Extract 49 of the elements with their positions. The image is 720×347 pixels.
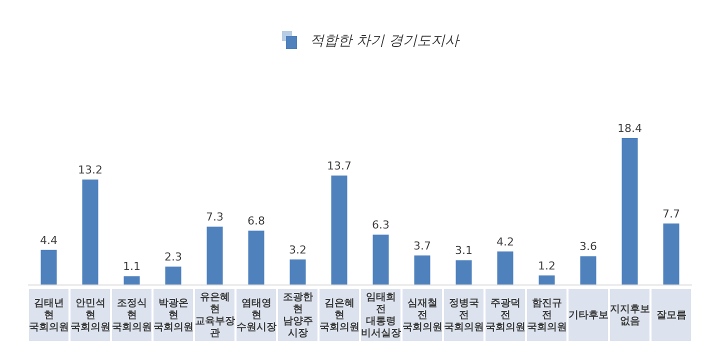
bar xyxy=(82,180,98,285)
bar xyxy=(456,260,472,285)
x-tick-label: 지지후보없음 xyxy=(610,304,650,327)
data-label: 3.2 xyxy=(289,243,306,256)
x-tick-label: 임태희 전 대통령 비서실장 xyxy=(360,292,401,339)
legend-label: 적합한 차기 경기도지사 xyxy=(310,33,460,49)
bar xyxy=(165,266,182,285)
data-label: 6.3 xyxy=(372,218,390,232)
x-tick-label: 김은혜 현 국회의원 xyxy=(319,298,360,333)
x-tick-label: 조정식 현 국회의원 xyxy=(112,298,152,333)
x-tick-label: 잘모름 xyxy=(656,310,686,321)
bar xyxy=(580,256,596,285)
data-label: 1.2 xyxy=(538,259,556,272)
data-label: 13.7 xyxy=(327,160,352,173)
bar xyxy=(248,230,264,285)
x-tick-label: 김태년 현 국회의원 xyxy=(28,298,69,333)
data-label: 13.2 xyxy=(78,164,102,177)
bar xyxy=(372,234,389,285)
data-label: 1.1 xyxy=(123,260,140,274)
data-label: 3.1 xyxy=(455,244,472,258)
bar xyxy=(497,251,514,285)
data-label: 7.3 xyxy=(206,210,224,224)
data-label: 18.4 xyxy=(618,122,642,135)
bar xyxy=(290,259,306,285)
bar xyxy=(206,226,223,285)
data-label: 7.7 xyxy=(662,207,680,220)
x-tick-label: 유은혜 현 교육부장관 xyxy=(194,292,235,339)
x-tick-label: 정병국 전 국회의원 xyxy=(444,298,484,333)
bar xyxy=(538,275,555,285)
x-tick-label: 주광덕 전 국회의원 xyxy=(485,298,526,333)
x-tick-label: 기타후보 xyxy=(568,310,608,321)
data-label: 6.8 xyxy=(248,214,265,228)
bar xyxy=(40,250,57,285)
x-tick-label: 함진규 전 국회의원 xyxy=(526,298,567,333)
x-tick-label: 조광한 현 남양주 시장 xyxy=(282,292,313,339)
x-tick-label: 염태영 현 수원시장 xyxy=(236,298,276,333)
data-label: 3.7 xyxy=(414,239,431,252)
bar xyxy=(124,276,140,285)
x-tick-label: 안민석 현 국회의원 xyxy=(70,298,110,333)
bar xyxy=(663,223,680,285)
data-label: 4.4 xyxy=(40,234,58,247)
data-label: 2.3 xyxy=(164,250,182,264)
data-label: 4.2 xyxy=(496,235,514,248)
bar xyxy=(414,255,430,285)
data-label: 3.6 xyxy=(580,240,597,254)
x-tick-label: 심재철 전 국회의원 xyxy=(402,298,442,333)
bar xyxy=(331,176,348,285)
x-tick-label: 박광온 현 국회의원 xyxy=(153,298,194,333)
bar xyxy=(622,138,638,285)
